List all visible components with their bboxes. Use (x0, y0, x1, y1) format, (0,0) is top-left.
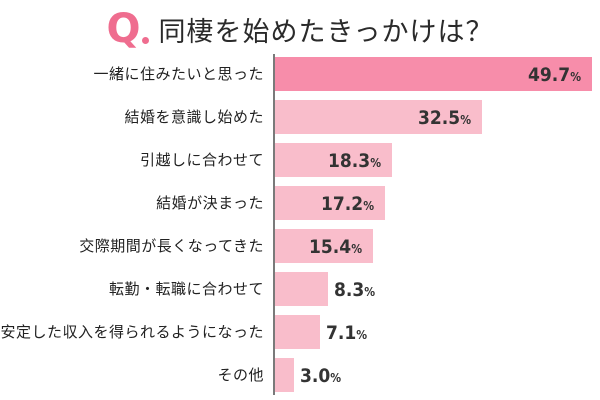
bar (275, 57, 592, 91)
bar (275, 100, 482, 134)
bar-row: その他 3.0% (0, 358, 600, 392)
bar-row: 結婚が決まった 17.2% (0, 186, 600, 220)
y-axis-line (273, 54, 275, 395)
value-label: 15.4% (309, 236, 363, 258)
q-mark-icon: Q (106, 6, 141, 52)
q-dot-icon (141, 36, 149, 44)
category-label: 結婚が決まった (156, 194, 264, 212)
bar-row: 引越しに合わせて 18.3% (0, 143, 600, 177)
bar (275, 186, 385, 220)
value-label: 18.3% (328, 150, 382, 172)
bar-row: 結婚を意識し始めた 32.5% (0, 100, 600, 134)
category-label: 交際期間が長くなってきた (79, 237, 264, 255)
category-label: 引越しに合わせて (139, 151, 264, 169)
bar (275, 315, 320, 349)
category-label: 一緒に住みたいと思った (93, 65, 264, 83)
value-label: 7.1% (326, 322, 368, 344)
value-label: 3.0% (300, 365, 342, 387)
chart-title-text: 同棲を始めたきっかけは？ (158, 16, 494, 48)
category-label: 結婚を意識し始めた (124, 108, 264, 126)
category-label: 転勤・転職に合わせて (108, 280, 264, 298)
value-label: 32.5% (418, 107, 472, 129)
value-label: 8.3% (334, 279, 376, 301)
bar (275, 358, 294, 392)
bar-row: 転勤・転職に合わせて 8.3% (0, 272, 600, 306)
bar-row: 交際期間が長くなってきた 15.4% (0, 229, 600, 263)
bar (275, 229, 373, 263)
bar-row: 安定した収入を得られるようになった 7.1% (0, 315, 600, 349)
chart-title: Q 同棲を始めたきっかけは？ (0, 6, 600, 52)
value-label: 49.7% (528, 64, 582, 86)
bar-row: 一緒に住みたいと思った 49.7% (0, 57, 600, 91)
bar (275, 272, 328, 306)
category-label: 安定した収入を得られるようになった (0, 323, 264, 341)
bar (275, 143, 392, 177)
value-label: 17.2% (321, 193, 375, 215)
category-label: その他 (217, 366, 264, 384)
